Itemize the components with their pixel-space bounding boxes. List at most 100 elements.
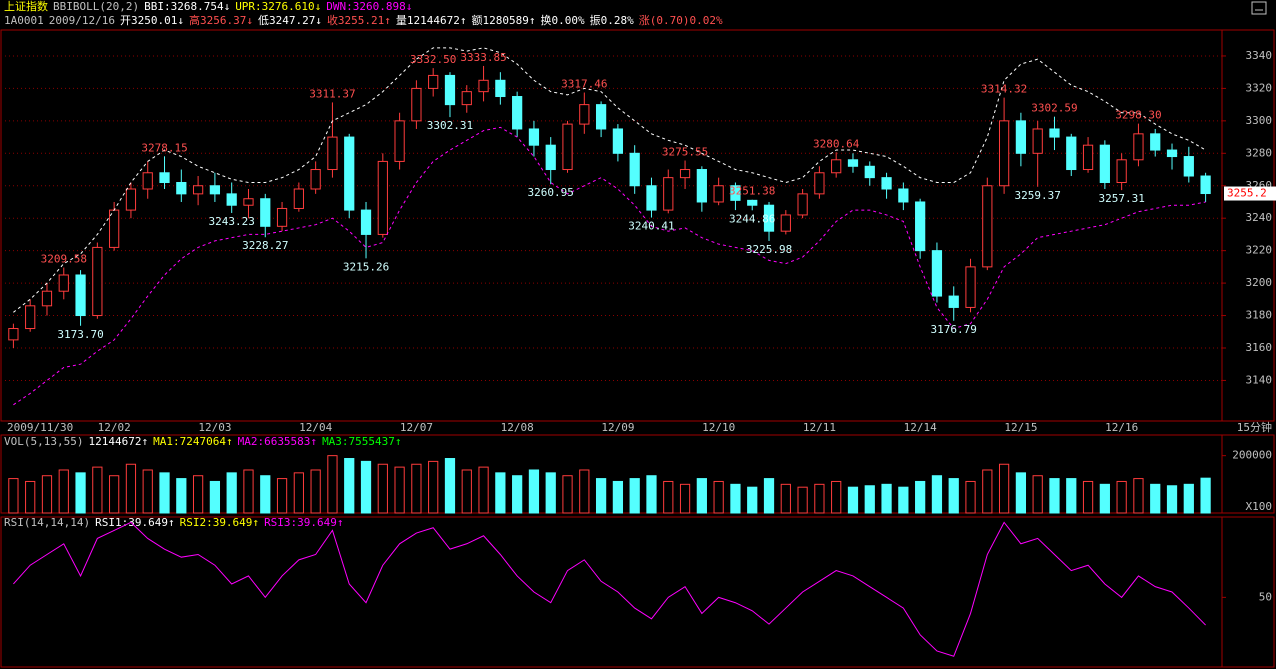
candle-body: [243, 198, 254, 206]
volume-bar: [1049, 478, 1060, 514]
y-tick-label: 3140: [1246, 373, 1273, 386]
candle-body: [159, 172, 170, 184]
candle-body: [344, 136, 355, 211]
volume-bar: [1032, 475, 1043, 514]
band-line: [13, 126, 1206, 406]
volume-bar: [226, 472, 237, 514]
header-item: 上证指数: [4, 0, 48, 13]
volume-bar: [260, 475, 271, 514]
header-item: MA3:7555437↑: [322, 435, 401, 448]
candle-body: [8, 328, 19, 341]
header-line: VOL(5,13,55) 12144672↑ MA1:7247064↑ MA2:663…: [4, 435, 402, 448]
volume-bar: [982, 469, 993, 514]
volume-bar: [915, 480, 926, 514]
price-annotation: 3280.64: [813, 137, 860, 150]
volume-bar: [411, 463, 422, 514]
volume-bar: [1116, 480, 1127, 514]
volume-bar: [948, 478, 959, 514]
candle-body: [831, 159, 842, 174]
volume-bar: [344, 458, 355, 514]
volume-bar: [730, 483, 741, 514]
candle-body: [612, 128, 624, 154]
x-tick-label: 12/03: [198, 421, 231, 434]
candle-body: [747, 199, 758, 206]
header-item: 涨(0.70)0.02%: [639, 14, 723, 27]
volume-bar: [41, 475, 53, 514]
volume-bar: [797, 486, 808, 514]
price-annotation: 3251.38: [729, 185, 775, 198]
last-price-label: 3255.2: [1227, 187, 1267, 200]
volume-bar: [646, 475, 657, 514]
x-tick-label: 12/15: [1004, 421, 1037, 434]
price-annotation: 3225.98: [746, 243, 792, 256]
y-tick-label: 3240: [1246, 211, 1273, 224]
candle-body: [142, 172, 153, 190]
volume-bar: [679, 483, 691, 514]
candle-body: [629, 152, 640, 187]
price-annotation: 3240.41: [628, 220, 674, 233]
volume-bar: [192, 475, 204, 514]
price-annotation: 3244.86: [729, 212, 775, 225]
candle-body: [411, 87, 422, 122]
header-item: VOL(5,13,55): [4, 435, 83, 448]
volume-bar: [25, 480, 36, 514]
volume-bar: [1015, 472, 1027, 514]
candle-body: [1099, 144, 1110, 184]
header-line: 上证指数 BBIBOLL(20,2) BBI:3268.754↓ UPR:3276.6…: [4, 0, 412, 13]
window-button[interactable]: [1251, 1, 1267, 15]
header-item: 额1280589↑: [472, 14, 536, 27]
y-tick-label: 200000: [1232, 449, 1272, 462]
header-item: RSI3:39.649↑: [264, 516, 343, 529]
volume-bar: [965, 480, 976, 514]
x-tick-label: 12/11: [803, 421, 836, 434]
candle-body: [461, 91, 472, 106]
candle-body: [293, 188, 304, 209]
y-tick-label: 3300: [1246, 114, 1273, 127]
candle-body: [814, 172, 825, 195]
volume-bar: [327, 455, 338, 514]
volume-bar: [109, 475, 120, 514]
candle-body: [881, 177, 892, 190]
candle-body: [428, 74, 439, 89]
candle-body: [864, 165, 875, 179]
header-item: 量12144672↑: [396, 14, 467, 27]
volume-bar: [1133, 478, 1144, 514]
x-tick-label: 12/16: [1105, 421, 1138, 434]
candle-body: [512, 96, 523, 130]
y-tick-label: 3280: [1246, 146, 1273, 159]
volume-bar: [831, 480, 842, 514]
price-annotation: 3333.85: [460, 51, 506, 64]
candle-body: [1166, 149, 1178, 158]
volume-bar: [847, 486, 859, 514]
volume-bar: [142, 469, 153, 514]
header-item: 收3255.21↑: [327, 13, 391, 27]
candle-body: [797, 193, 808, 216]
candle-body: [226, 193, 237, 206]
volume-bar: [75, 472, 86, 514]
x-tick-label: 12/08: [501, 421, 534, 434]
candle-body: [276, 207, 288, 227]
header-item: 振0.28%: [590, 13, 634, 27]
volume-bar: [1166, 485, 1178, 514]
volume-bar: [612, 480, 624, 514]
volume-bar: [92, 466, 103, 514]
volume-bar: [998, 463, 1010, 514]
price-annotation: 3302.59: [1031, 102, 1077, 115]
volume-bar: [512, 475, 523, 514]
volume-bar: [780, 483, 791, 514]
price-annotation: 3317.46: [561, 78, 607, 91]
volume-bar: [562, 475, 573, 514]
volume-bar: [629, 478, 640, 514]
volume-bar: [747, 486, 758, 514]
y-tick-label: 50: [1259, 590, 1272, 603]
candle-body: [176, 182, 187, 195]
candle-body: [75, 274, 86, 317]
volume-bar: [595, 478, 607, 514]
candle-body: [982, 185, 993, 268]
volume-bar: [696, 478, 707, 514]
candle-body: [25, 305, 36, 330]
header-item: MA1:7247064↑: [153, 435, 232, 448]
candle-body: [41, 290, 53, 307]
